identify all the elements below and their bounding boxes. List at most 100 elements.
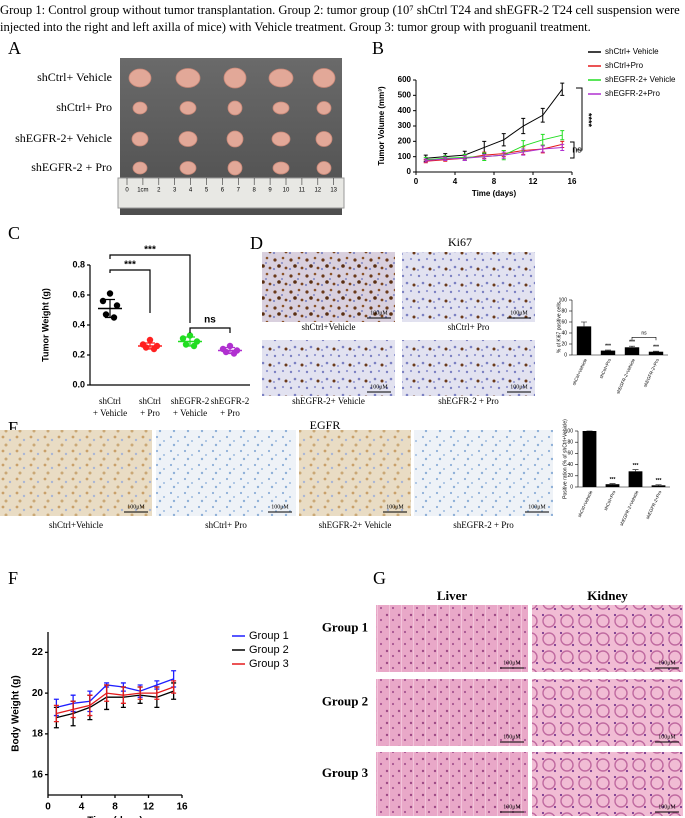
- bracket: [631, 337, 657, 341]
- sd-bar: [185, 336, 195, 347]
- bar: [651, 485, 666, 487]
- ruler-label: 13: [330, 188, 337, 194]
- y-tick-label: 0.4: [72, 319, 85, 329]
- legend-label: Group 3: [249, 658, 289, 670]
- scale-label: 100μM: [503, 804, 521, 810]
- x-tick-label: shEGFR-2+Vehicle: [615, 357, 636, 394]
- y-axis-label: % of Ki67 positive cells: [556, 301, 562, 353]
- scale-label: 100μM: [658, 804, 676, 810]
- ruler-label: 6: [221, 188, 225, 194]
- image-label: shCtrl+Vehicle: [49, 520, 103, 530]
- y-axis-label: Tumor Volume (mm³): [377, 86, 386, 166]
- y-tick-label: 400: [398, 106, 412, 115]
- error-bar: [462, 155, 467, 161]
- ruler-label: 1cm: [137, 188, 148, 194]
- error-bar: [501, 133, 506, 147]
- row-label: Group 3: [322, 765, 369, 780]
- ruler-label: 5: [205, 188, 209, 194]
- legend-label: shCtrl+Pro: [605, 61, 644, 70]
- x-tick-label: shCtrl+Pro: [603, 489, 617, 511]
- x-tick-label: 4: [453, 177, 458, 186]
- y-tick-label: 100: [398, 152, 412, 161]
- error-bar: [632, 469, 639, 472]
- error-bar: [560, 143, 565, 152]
- y-axis-label: Positive ration (% of shCtrl+Vehicle): [562, 419, 568, 499]
- bracket: [576, 87, 583, 151]
- y-tick-label: 16: [32, 769, 44, 780]
- ihc-image: [262, 340, 395, 396]
- bar: [648, 351, 664, 355]
- row-label: shCtrl+ Pro: [56, 100, 112, 114]
- he-image: [376, 605, 528, 672]
- ihc-image: [0, 430, 152, 516]
- error-bar: [540, 145, 545, 153]
- ruler-label: 10: [283, 188, 290, 194]
- row-label: Group 2: [322, 693, 368, 708]
- panel-label: B: [372, 38, 384, 58]
- ihc-image: [299, 430, 411, 516]
- error-bar: [120, 686, 126, 704]
- data-point: [106, 290, 114, 297]
- error-bar: [609, 483, 616, 485]
- annotation: ***: [629, 340, 635, 346]
- scale-label: 100μM: [658, 660, 676, 666]
- bracket: [570, 141, 575, 159]
- legend-label: shEGFR-2+Pro: [605, 89, 660, 98]
- error-bar: [137, 686, 143, 700]
- x-tick-label: + Vehicle: [93, 408, 127, 418]
- tumor: [178, 131, 198, 147]
- y-tick-label: 0.2: [72, 349, 85, 359]
- y-tick-label: 20: [561, 341, 567, 347]
- tumor: [226, 130, 244, 148]
- ruler-label: 12: [314, 188, 321, 194]
- tumor: [131, 131, 149, 147]
- scale-label: 100μM: [386, 504, 404, 510]
- tumor: [132, 101, 148, 115]
- x-tick-label: 8: [112, 802, 118, 813]
- row-label: shEGFR-2+ Vehicle: [15, 131, 112, 145]
- ihc-image: [402, 252, 535, 322]
- bracket: [109, 269, 151, 313]
- bar: [605, 484, 620, 487]
- y-axis-label: Body Weight (g): [11, 675, 22, 751]
- panel-label: G: [373, 568, 386, 588]
- x-tick-label: 12: [529, 177, 538, 186]
- tumor: [272, 101, 290, 115]
- panel-label: A: [8, 38, 21, 58]
- y-tick-label: 200: [398, 136, 412, 145]
- error-bar: [605, 349, 611, 351]
- y-tick-label: 40: [561, 330, 567, 336]
- tumor: [272, 161, 290, 175]
- ihc-image: [414, 430, 553, 516]
- column-header: Kidney: [587, 588, 628, 603]
- data-point: [113, 302, 121, 309]
- x-tick-label: shEGFR-2+Pro: [645, 489, 663, 520]
- x-axis-label: Time (days): [472, 189, 517, 198]
- series-line: [425, 146, 563, 161]
- error-bar: [540, 133, 545, 146]
- ihc-image: [156, 430, 296, 516]
- y-tick-label: 300: [398, 121, 412, 130]
- error-bar: [104, 684, 110, 702]
- image-label: shEGFR-2 + Pro: [438, 396, 499, 406]
- row-label: shCtrl+ Vehicle: [37, 70, 112, 84]
- error-bar: [501, 151, 506, 159]
- error-bar: [443, 156, 448, 161]
- tumor: [132, 161, 148, 175]
- legend-label: shCtrl+ Vehicle: [605, 47, 659, 56]
- x-tick-label: shCtrl: [139, 396, 162, 406]
- tumor: [316, 161, 332, 175]
- x-tick-label: 16: [176, 802, 188, 813]
- tumor: [315, 131, 333, 147]
- x-tick-label: shCtrl+Pro: [598, 357, 612, 379]
- y-axis-label: Tumor Weight (g): [40, 288, 50, 362]
- tumor: [271, 131, 291, 147]
- error-bar: [629, 345, 635, 348]
- tumor: [227, 160, 243, 176]
- x-tick-label: 0: [45, 802, 51, 813]
- x-tick-label: shCtrl+Vehicle: [577, 489, 594, 518]
- image-label: shCtrl+ Pro: [205, 520, 247, 530]
- bar: [628, 471, 643, 487]
- sd-bar: [105, 298, 115, 319]
